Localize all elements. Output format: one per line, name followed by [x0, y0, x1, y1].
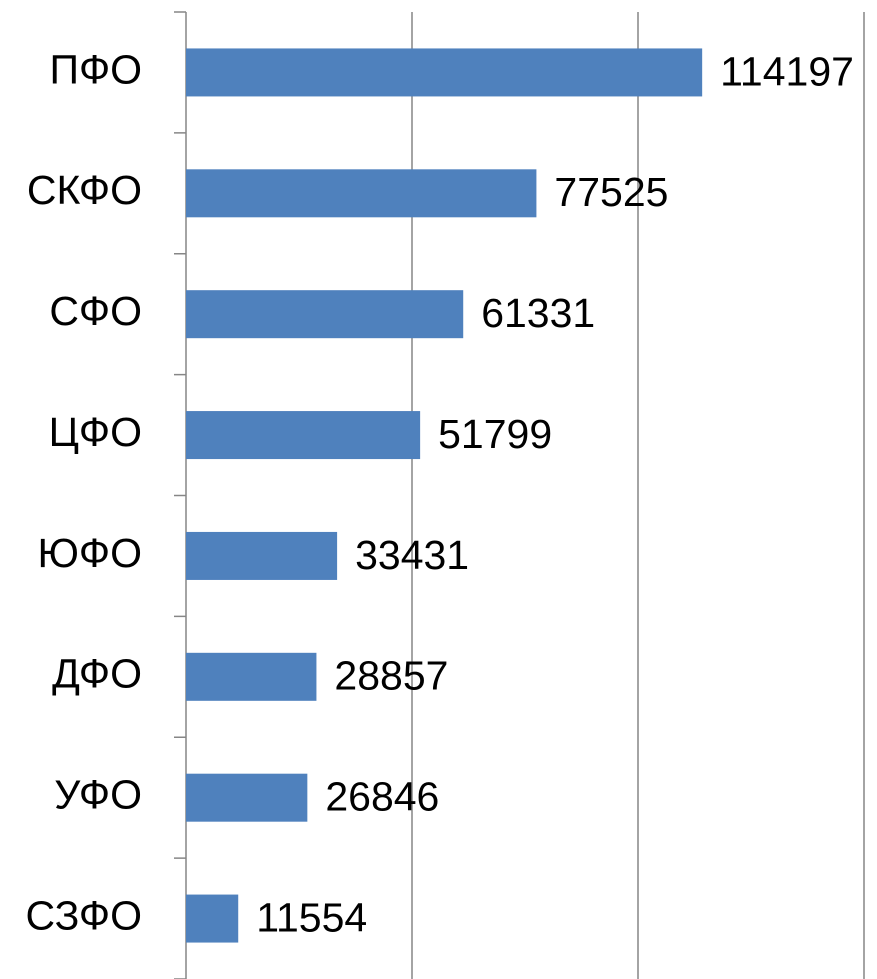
- bar: [186, 48, 703, 97]
- bar: [186, 773, 308, 822]
- category-label: СЗФО: [25, 892, 142, 938]
- bar: [186, 411, 421, 460]
- bar: [186, 652, 317, 701]
- data-label: 77525: [554, 169, 668, 215]
- data-label: 11554: [256, 894, 367, 940]
- category-label: СФО: [49, 288, 142, 334]
- data-label: 26846: [325, 774, 439, 820]
- bar: [186, 531, 338, 580]
- bar: [186, 290, 464, 339]
- category-label: УФО: [54, 772, 142, 818]
- data-label: 33431: [355, 532, 469, 578]
- category-label: ЦФО: [49, 409, 142, 455]
- category-label: ПФО: [49, 46, 142, 92]
- category-label: ЮФО: [38, 530, 142, 576]
- category-label: ДФО: [52, 651, 142, 697]
- data-label: 28857: [334, 653, 448, 699]
- data-label: 61331: [481, 290, 595, 336]
- bar: [186, 169, 537, 218]
- data-label: 51799: [438, 411, 552, 457]
- category-label: СКФО: [27, 167, 142, 213]
- bar: [186, 894, 239, 943]
- data-label: 114197: [720, 48, 854, 94]
